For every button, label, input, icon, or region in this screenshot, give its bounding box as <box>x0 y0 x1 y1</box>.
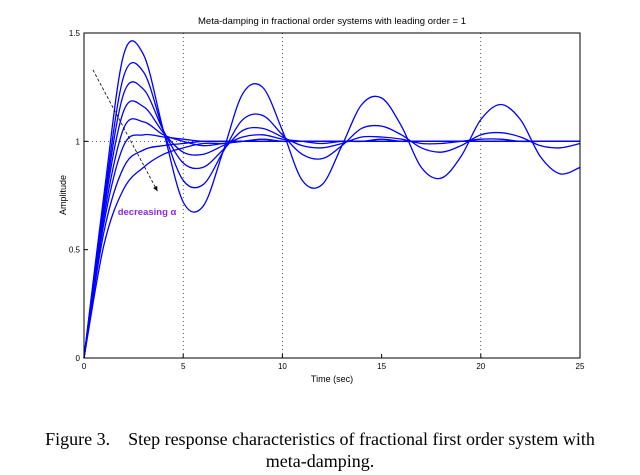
x-tick-label: 25 <box>576 362 585 371</box>
x-axis-label: Time (sec) <box>311 374 353 384</box>
plot-frame <box>83 32 581 359</box>
series-line-1 <box>83 40 581 359</box>
series-line-8 <box>83 140 580 359</box>
caption-line-1: Figure 3. Step response characteristics … <box>45 429 595 449</box>
caption-line-2: meta-damping. <box>265 451 375 471</box>
figure-caption: Figure 3. Step response characteristics … <box>0 428 640 472</box>
chart-title: Meta-damping in fractional order systems… <box>198 16 466 27</box>
grid <box>84 33 482 358</box>
series-line-2 <box>83 62 581 359</box>
x-tick-label: 0 <box>82 362 87 371</box>
series-group <box>83 40 581 359</box>
ticks: 0 5 10 15 20 25 0 0.5 1 1.5 <box>69 29 585 371</box>
decreasing-alpha-label: decreasing α <box>118 207 177 218</box>
y-tick-label: 0 <box>76 354 81 363</box>
series-line-5 <box>83 118 580 359</box>
annotation: decreasing α <box>92 69 177 218</box>
x-tick-label: 15 <box>377 362 386 371</box>
x-tick-label: 20 <box>476 362 485 371</box>
y-axis-label: Amplitude <box>58 175 68 215</box>
x-tick-label: 10 <box>278 362 287 371</box>
y-tick-label: 0.5 <box>69 246 81 255</box>
step-response-chart: Meta-damping in fractional order systems… <box>58 16 585 384</box>
x-tick-label: 5 <box>181 362 186 371</box>
decreasing-alpha-arrow <box>92 69 158 192</box>
y-tick-label: 1.5 <box>69 29 81 38</box>
series-line-3 <box>83 81 580 359</box>
y-tick-label: 1 <box>76 137 81 146</box>
series-line-7 <box>83 140 580 359</box>
